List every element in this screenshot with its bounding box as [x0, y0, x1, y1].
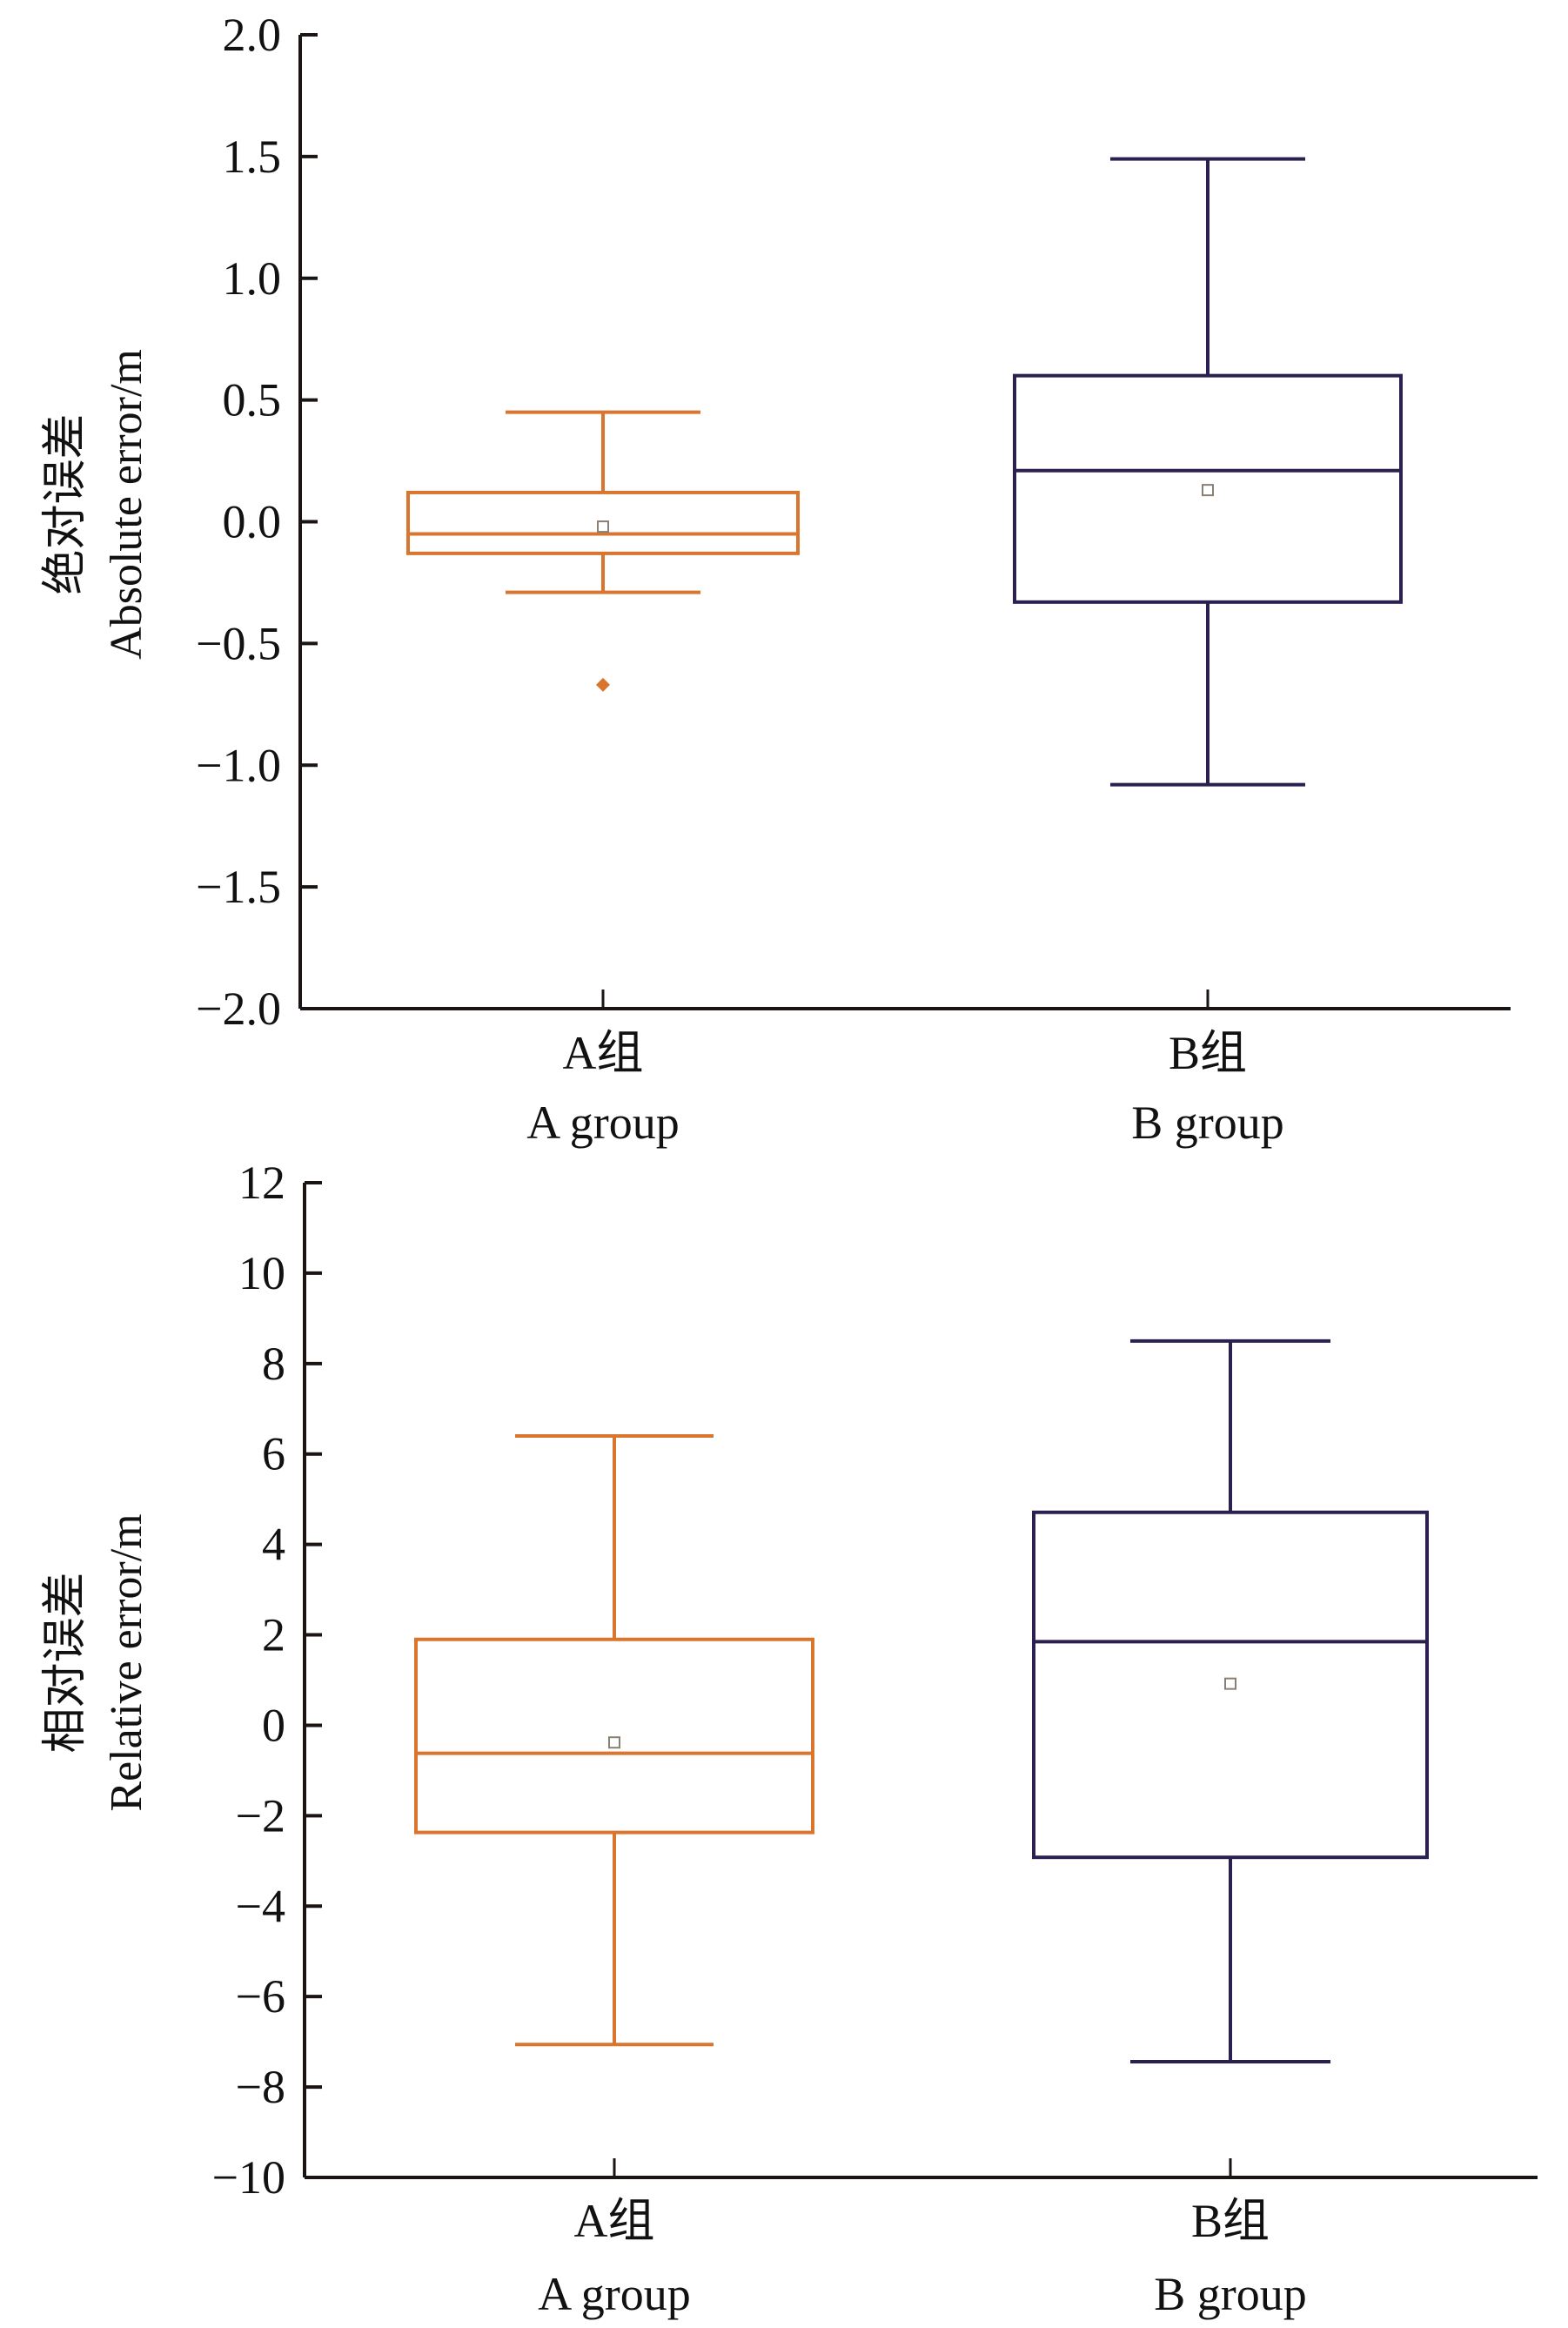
y-tick-label: 10 [238, 1247, 285, 1299]
box-a-group [406, 410, 800, 692]
x-tick-label: B group [1154, 2268, 1307, 2320]
y-axis-title-cn: 绝对误差 [41, 413, 90, 594]
box-b-group [1032, 1338, 1429, 2063]
y-tick-label: −8 [236, 2061, 285, 2113]
y-tick-label: 6 [262, 1428, 285, 1480]
y-axis-title: Relative error/m [102, 1513, 151, 1811]
outlier-point [596, 677, 610, 692]
mean-marker [1202, 484, 1214, 497]
y-tick-label: 2.0 [223, 9, 282, 61]
y-tick-label: 12 [238, 1157, 285, 1209]
x-tick-label: A group [538, 2268, 691, 2320]
y-axis-title: Absolute error/m [102, 349, 151, 660]
y-tick-label: 0.0 [223, 496, 282, 548]
y-tick-label: −1.5 [196, 861, 281, 913]
x-tick-label: B group [1131, 1097, 1284, 1149]
mean-marker [608, 1736, 620, 1749]
box-a-group [414, 1433, 814, 2047]
y-tick-label: −0.5 [196, 617, 281, 669]
chart-panel-1: 2.0 1.5 1.0 0.5 0.0 −0.5 −1.0 −1.5 −2.0 绝对误差 Absol… [41, 9, 1511, 1149]
iqr-box [406, 490, 800, 555]
y-tick-label: 4 [262, 1519, 285, 1571]
iqr-box [414, 1637, 814, 1835]
y-tick-label: −10 [212, 2151, 285, 2204]
x-tick-label-cn: A组 [563, 1027, 644, 1079]
x-tick-label: A group [526, 1097, 680, 1149]
y-tick-label: 0 [262, 1699, 285, 1751]
y-tick-label: 0.5 [223, 374, 282, 426]
mean-marker [597, 520, 609, 533]
chart-panel-2: 12 10 8 6 4 2 0 −2 −4 −6 −8 −10 相对误差 Relative error/m… [41, 1157, 1538, 2320]
y-tick-label: 1.0 [223, 252, 282, 305]
y-tick-label: −6 [236, 1970, 285, 2023]
y-axis-title-cn: 相对误差 [41, 1572, 90, 1753]
x-tick-label-cn: B组 [1169, 1027, 1247, 1079]
y-tick-label: 8 [262, 1338, 285, 1390]
y-tick-label: 2 [262, 1609, 285, 1661]
iqr-box [1013, 373, 1403, 604]
y-tick-label: −1.0 [196, 739, 281, 791]
box-b-group [1013, 157, 1403, 787]
x-tick-label-cn: B组 [1191, 2195, 1270, 2247]
iqr-box [1032, 1510, 1429, 1860]
y-tick-label: −4 [236, 1880, 285, 1932]
x-tick-label-cn: A组 [574, 2195, 655, 2247]
mean-marker [1224, 1677, 1236, 1690]
y-tick-label: −2 [236, 1789, 285, 1842]
y-tick-label: 1.5 [223, 131, 282, 183]
y-tick-label: −2.0 [196, 983, 281, 1035]
